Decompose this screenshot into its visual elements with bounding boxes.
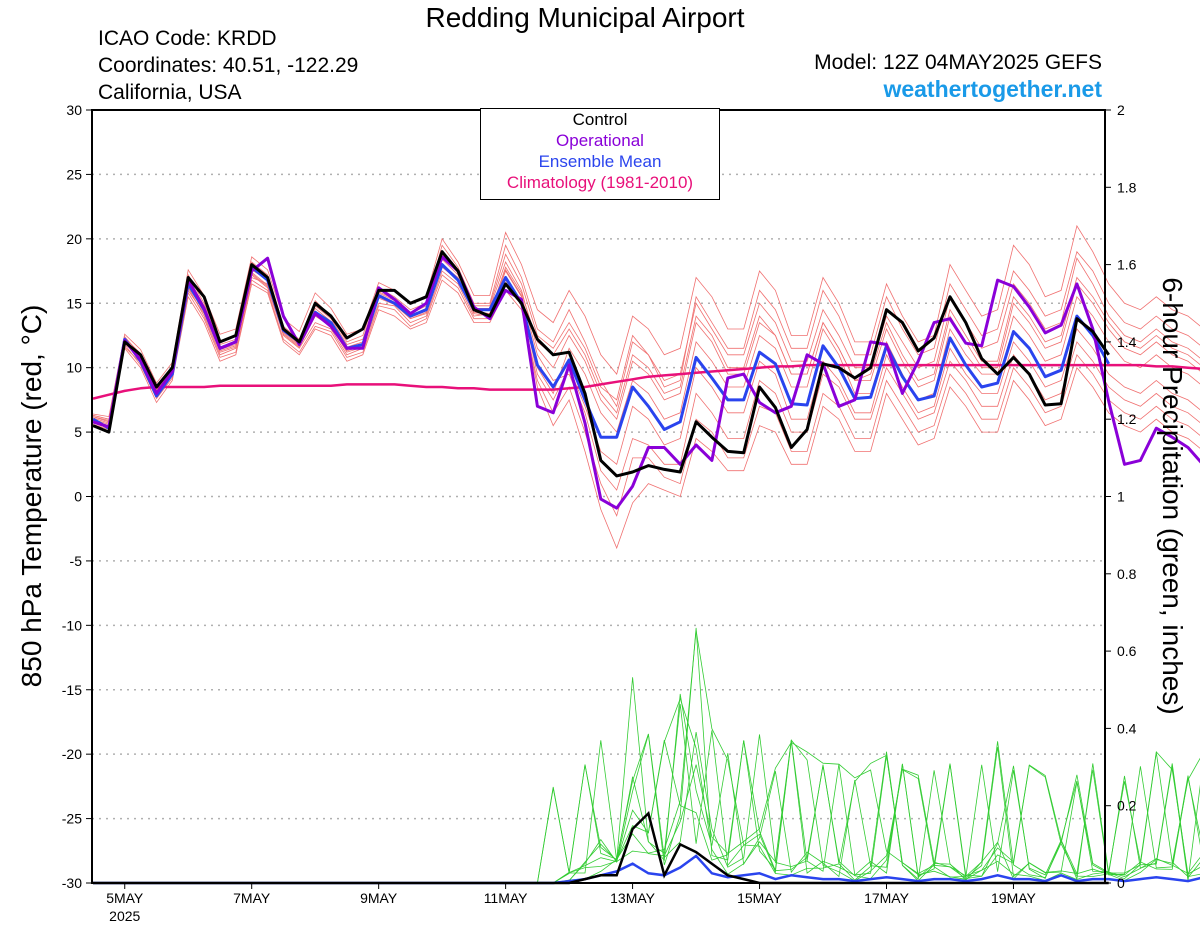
y-tick-label: 30 <box>66 102 82 118</box>
y-tick-label: 15 <box>66 295 82 311</box>
member-line <box>92 266 1200 550</box>
y-axis-right-label: 6-hour Precipitation (green, inches) <box>1157 277 1188 715</box>
y-tick-label: -20 <box>62 746 82 762</box>
y-right-tick-label: 1.4 <box>1117 334 1137 350</box>
y-right-tick-label: 1.2 <box>1117 411 1137 427</box>
y-right-tick-label: 0.8 <box>1117 566 1137 582</box>
series-line-climatology <box>92 363 1200 400</box>
x-tick-label: 5MAY <box>106 890 144 906</box>
precip-member-line <box>93 677 1200 884</box>
x-axis: 5MAY 7MAY 9MAY 11MAY 13MAY 15MAY 17MAY 19MAY 202… <box>106 883 1037 924</box>
y-tick-label: -10 <box>62 617 82 633</box>
y-right-tick-label: 1 <box>1117 489 1125 505</box>
main-series <box>92 250 1200 510</box>
precip-member-line <box>93 740 1200 884</box>
x-tick-label: 9MAY <box>360 890 398 906</box>
gridlines <box>92 173 1105 820</box>
x-tick-label: 11MAY <box>484 890 528 906</box>
y-tick-label: -30 <box>62 875 82 891</box>
model-run: Model: 12Z 04MAY2025 GEFS <box>814 51 1102 74</box>
series-line-control <box>92 250 1110 478</box>
member-line <box>92 258 1200 424</box>
precip-mean-line <box>93 854 1200 885</box>
x-tick-label: 7MAY <box>233 890 271 906</box>
member-line <box>92 224 1200 418</box>
precip-member-line <box>93 703 1200 884</box>
x-tick-label: 15MAY <box>737 890 783 906</box>
precip-member-line <box>93 697 1200 884</box>
y-tick-label: -5 <box>70 553 83 569</box>
y-right-tick-label: 0.4 <box>1117 720 1137 736</box>
icao-code: ICAO Code: KRDD <box>98 27 277 50</box>
legend-mean: Ensemble Mean <box>538 152 662 171</box>
y-axis-left: 30 25 20 15 10 5 0 -5 -10 -15 -20 -25 -30 <box>62 102 92 891</box>
precip-member-line <box>93 630 1200 884</box>
precip-control-line <box>93 810 1109 885</box>
chart-title: Redding Municipal Airport <box>425 2 745 33</box>
legend: Control Operational Ensemble Mean Climat… <box>480 108 720 200</box>
legend-climatology: Climatology (1981-2010) <box>506 173 694 192</box>
precip-member-line <box>93 627 1200 884</box>
series-line-ensemble <box>92 263 1111 439</box>
site-link[interactable]: weathertogether.net <box>883 76 1102 102</box>
y-right-tick-label: 1.8 <box>1117 179 1137 195</box>
y-axis-left-label: 850 hPa Temperature (red, °C) <box>16 304 47 688</box>
y-right-tick-label: 0.6 <box>1117 643 1137 659</box>
x-tick-label: 13MAY <box>610 890 656 906</box>
y-tick-label: 0 <box>74 489 82 505</box>
y-tick-label: 20 <box>66 231 82 247</box>
y-tick-label: 25 <box>66 166 82 182</box>
y-tick-label: 5 <box>74 424 82 440</box>
series-line-operational <box>92 255 1200 510</box>
coordinates: Coordinates: 40.51, -122.29 <box>98 54 359 77</box>
y-tick-label: 10 <box>66 360 82 376</box>
x-tick-label: 19MAY <box>991 890 1037 906</box>
x-year-label: 2025 <box>109 908 140 924</box>
y-right-tick-label: 1.6 <box>1117 257 1137 273</box>
y-right-tick-label: 2 <box>1117 102 1125 118</box>
legend-control: Control <box>572 110 628 129</box>
y-right-tick-label: 0.2 <box>1117 798 1137 814</box>
y-right-tick-label: 0 <box>1117 875 1125 891</box>
y-tick-label: -15 <box>62 682 82 698</box>
region: California, USA <box>98 81 242 104</box>
precip-members <box>93 627 1200 884</box>
precip-member-line <box>93 741 1200 884</box>
y-axis-right: 2 1.8 1.6 1.4 1.2 1 0.8 0.6 0.4 0.2 0 <box>1105 102 1137 891</box>
y-tick-label: -25 <box>62 811 82 827</box>
legend-operational: Operational <box>556 131 644 150</box>
x-tick-label: 17MAY <box>864 890 910 906</box>
